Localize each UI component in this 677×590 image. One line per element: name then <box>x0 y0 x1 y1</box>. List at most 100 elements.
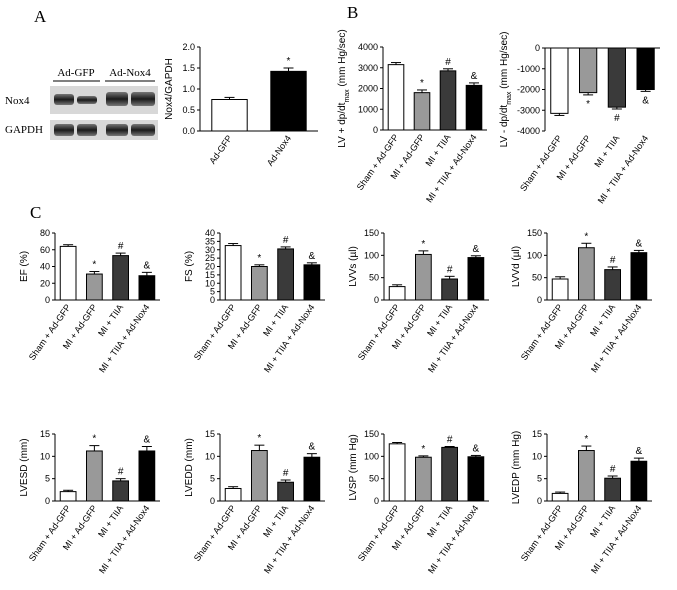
row-label: Nox4 <box>5 95 30 107</box>
bar <box>630 252 648 301</box>
y-tick-label: 50 <box>369 474 379 484</box>
y-tick-label: 0.5 <box>182 105 195 115</box>
x-tick-label: Sham + Ad-GFP <box>519 503 565 563</box>
y-tick-label: 150 <box>527 228 542 238</box>
significance-mark: # <box>610 464 616 475</box>
x-tick-label: Sham + Ad-GFP <box>519 302 565 362</box>
y-axis-label: LV + dp/dtmax (mm Hg/sec) <box>337 29 351 147</box>
x-tick-label: MI + TIIA + Ad-Nox4 <box>426 302 481 374</box>
y-tick-label: 0 <box>537 295 542 305</box>
y-tick-label: 0 <box>373 125 378 135</box>
y-axis-label-part: (mm Hg/sec) <box>337 29 348 89</box>
blot-band <box>131 124 155 136</box>
significance-mark: # <box>118 241 124 252</box>
significance-mark: & <box>473 443 480 454</box>
significance-mark: & <box>309 442 316 453</box>
blot-band <box>54 94 74 105</box>
panel-label: C <box>30 203 41 222</box>
y-axis-label-part: EF (%) <box>19 251 30 282</box>
bar <box>270 70 307 132</box>
significance-mark: * <box>92 260 96 271</box>
y-tick-label: 0 <box>535 43 540 53</box>
bar <box>303 264 321 301</box>
y-tick-label: 0 <box>537 496 542 506</box>
y-tick-label: 15 <box>205 270 215 280</box>
y-tick-label: -2000 <box>517 85 540 95</box>
significance-mark: & <box>642 95 649 106</box>
y-tick-label: 10 <box>205 278 215 288</box>
bar <box>551 492 569 502</box>
significance-mark: & <box>309 251 316 262</box>
y-axis-label-part: max <box>344 89 351 103</box>
panel-label: A <box>34 7 47 26</box>
y-axis-label-part: LVSP (mm Hg) <box>348 434 359 500</box>
bar <box>607 47 626 108</box>
y-axis-label: FS (%) <box>184 251 195 282</box>
x-tick-label: Sham + Ad-GFP <box>27 503 73 563</box>
bar <box>112 255 129 301</box>
bar <box>467 257 485 301</box>
bar <box>579 47 598 94</box>
y-axis-label: LVESD (mm) <box>19 438 30 496</box>
y-axis-label-part: FS (%) <box>184 251 195 282</box>
y-tick-label: 1000 <box>358 104 378 114</box>
y-tick-label: 30 <box>205 245 215 255</box>
x-tick-label: MI + TIIA + Ad-Nox4 <box>97 503 152 575</box>
x-tick-label: MI + TIIA + Ad-Nox4 <box>596 133 651 205</box>
bar <box>551 278 569 301</box>
y-axis-label: LVSP (mm Hg) <box>348 434 359 500</box>
bar <box>604 477 621 502</box>
y-tick-label: 2000 <box>358 84 378 94</box>
y-tick-label: 35 <box>205 236 215 246</box>
significance-mark: # <box>283 468 289 479</box>
y-axis-label: LV - dp/dtmax (mm Hg/sec) <box>499 32 513 148</box>
y-axis-label-part: LVVd (µl) <box>511 246 522 287</box>
x-tick-label: Sham + Ad-GFP <box>518 133 564 193</box>
y-tick-label: 10 <box>40 451 50 461</box>
bar <box>59 491 77 502</box>
y-axis-label-part: max <box>506 91 513 105</box>
blot-band <box>54 124 74 136</box>
x-tick-label: Sham + Ad-GFP <box>356 503 402 563</box>
y-tick-label: -4000 <box>517 126 540 136</box>
x-tick-label: Sham + Ad-GFP <box>356 302 402 362</box>
bar <box>636 47 655 90</box>
x-tick-label: MI + TIIA + Ad-Nox4 <box>589 503 644 575</box>
bar <box>441 446 458 502</box>
y-tick-label: 3000 <box>358 63 378 73</box>
x-tick-label: MI + TIIA + Ad-Nox4 <box>262 503 317 575</box>
bar <box>578 247 595 301</box>
x-tick-label: MI + TIIA <box>592 133 621 169</box>
y-tick-label: 5 <box>537 474 542 484</box>
bar <box>59 245 77 301</box>
y-tick-label: 1.5 <box>182 63 195 73</box>
y-tick-label: 150 <box>364 429 379 439</box>
bar <box>251 450 268 502</box>
y-tick-label: -3000 <box>517 105 540 115</box>
blot-band <box>106 124 128 136</box>
significance-mark: * <box>420 78 424 89</box>
row-label: GAPDH <box>5 124 43 136</box>
bar <box>138 450 156 502</box>
y-tick-label: 0 <box>210 496 215 506</box>
y-tick-label: 50 <box>369 273 379 283</box>
blot-band <box>131 92 155 106</box>
chart: 0 1000 2000 3000 4000 LV + dp/dtmax (mm Hg/se… <box>337 29 487 204</box>
y-axis-label: LVEDP (mm Hg) <box>511 431 522 505</box>
significance-mark: & <box>636 446 643 457</box>
significance-mark: * <box>584 231 588 242</box>
y-tick-label: 15 <box>205 429 215 439</box>
bar <box>86 273 103 301</box>
blot-band <box>77 124 97 136</box>
y-axis-label: Nox4/GAPDH <box>164 58 175 120</box>
bar <box>277 481 294 502</box>
bar <box>465 84 483 131</box>
bar <box>550 47 569 114</box>
y-tick-label: 15 <box>40 429 50 439</box>
y-tick-label: 1.0 <box>182 84 195 94</box>
bar <box>604 269 621 301</box>
bar <box>415 456 432 502</box>
chart: 0.0 0.5 1.0 1.5 2.0 Nox4/GAPDH Ad-GFP * Ad-Nox4 <box>164 42 318 168</box>
